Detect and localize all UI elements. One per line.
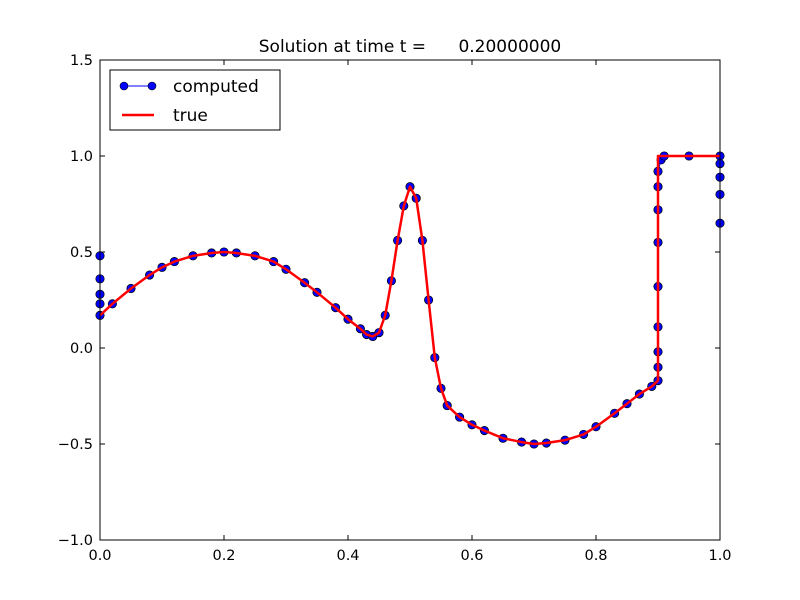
legend-label-computed: computed bbox=[173, 77, 259, 97]
legend: computed true bbox=[109, 69, 281, 131]
series-layer bbox=[95, 151, 725, 449]
x-tick-label: 0.2 bbox=[212, 548, 235, 564]
x-tick-label: 1.0 bbox=[708, 548, 731, 564]
plot-frame bbox=[99, 59, 721, 541]
true-series-line bbox=[99, 154, 720, 446]
chart-title: Solution at time t = 0.20000000 bbox=[259, 37, 561, 57]
axis-ticks: 0.0 0.2 0.4 0.6 0.8 1.0 −1.0 −0.5 0.0 0.5 1.0 1.5 bbox=[58, 53, 732, 564]
legend-computed-marker bbox=[147, 81, 157, 91]
legend-label-true: true bbox=[173, 106, 208, 126]
x-tick-label: 0.0 bbox=[88, 548, 111, 564]
legend-box bbox=[109, 69, 281, 131]
x-tick-label: 0.8 bbox=[584, 548, 607, 564]
y-tick-label: 0.5 bbox=[70, 245, 93, 261]
x-tick-label: 0.4 bbox=[336, 548, 359, 564]
legend-computed-marker bbox=[119, 81, 129, 91]
y-tick-label: −0.5 bbox=[58, 437, 93, 453]
y-tick-label: −1.0 bbox=[58, 533, 93, 549]
y-tick-label: 0.0 bbox=[70, 341, 93, 357]
plot-area bbox=[100, 60, 720, 540]
y-tick-label: 1.5 bbox=[70, 53, 93, 69]
y-tick-label: 1.0 bbox=[70, 149, 93, 165]
x-tick-label: 0.6 bbox=[460, 548, 483, 564]
